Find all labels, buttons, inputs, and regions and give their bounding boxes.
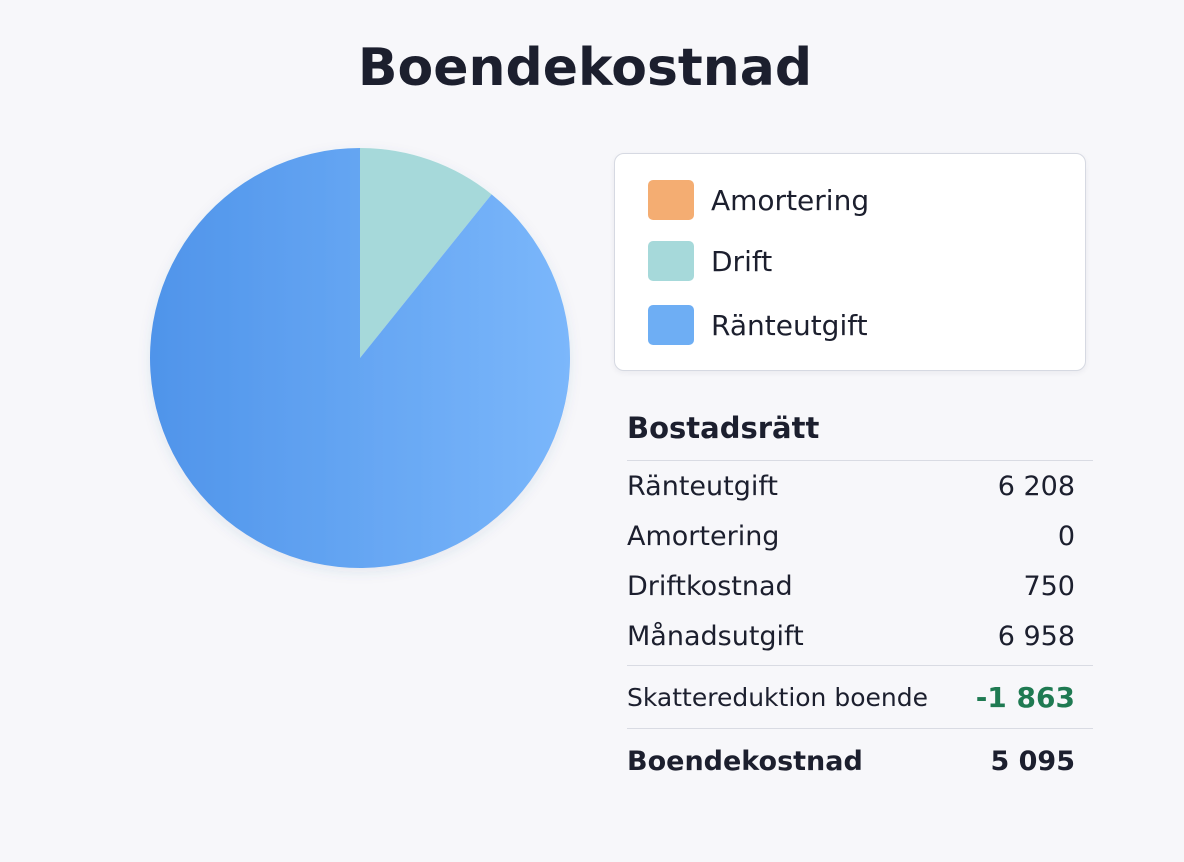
summary-row-driftkostnad: Driftkostnad 750 (627, 561, 1093, 611)
pie-svg (150, 148, 570, 568)
legend-swatch-drift (648, 241, 694, 281)
summary-row-manadsutgift: Månadsutgift 6 958 (627, 611, 1093, 661)
summary-row-value: 6 958 (997, 620, 1075, 652)
legend-label-drift: Drift (711, 244, 773, 278)
legend-swatch-amortering (648, 180, 694, 220)
summary-row-label: Driftkostnad (627, 570, 793, 602)
summary-heading: Bostadsrätt (627, 404, 1093, 461)
total-value: 5 095 (990, 745, 1075, 777)
total-label: Boendekostnad (627, 745, 863, 777)
summary-row-ranteutgift: Ränteutgift 6 208 (627, 461, 1093, 511)
summary-row-label: Ränteutgift (627, 470, 778, 502)
summary-row-label: Månadsutgift (627, 620, 804, 652)
legend-item-drift: Drift (648, 241, 772, 281)
tax-reduction-value: -1 863 (975, 680, 1075, 714)
summary-row-skattereduktion: Skattereduktion boende -1 863 (627, 665, 1093, 729)
legend-label-amortering: Amortering (711, 183, 870, 217)
legend-item-amortering: Amortering (648, 180, 869, 220)
chart-legend: Amortering Drift Ränteutgift (614, 153, 1086, 371)
pie-slice-drift (360, 148, 492, 358)
pie-chart (148, 146, 572, 570)
summary-row-value: 0 (1057, 520, 1075, 552)
legend-label-ranteutgift: Ränteutgift (711, 308, 868, 342)
summary-row-value: 750 (1023, 570, 1075, 602)
legend-item-ranteutgift: Ränteutgift (648, 305, 868, 345)
summary-row-total: Boendekostnad 5 095 (627, 729, 1093, 793)
summary-row-amortering: Amortering 0 (627, 511, 1093, 561)
summary-row-value: 6 208 (997, 470, 1075, 502)
summary-row-label: Amortering (627, 520, 780, 552)
chart-title: Boendekostnad (357, 38, 813, 98)
pie-slice-ranteutgift (150, 148, 570, 568)
legend-swatch-ranteutgift (648, 305, 694, 345)
tax-reduction-label: Skattereduktion boende (627, 682, 928, 712)
cost-summary-table: Bostadsrätt Ränteutgift 6 208 Amortering… (627, 404, 1093, 793)
